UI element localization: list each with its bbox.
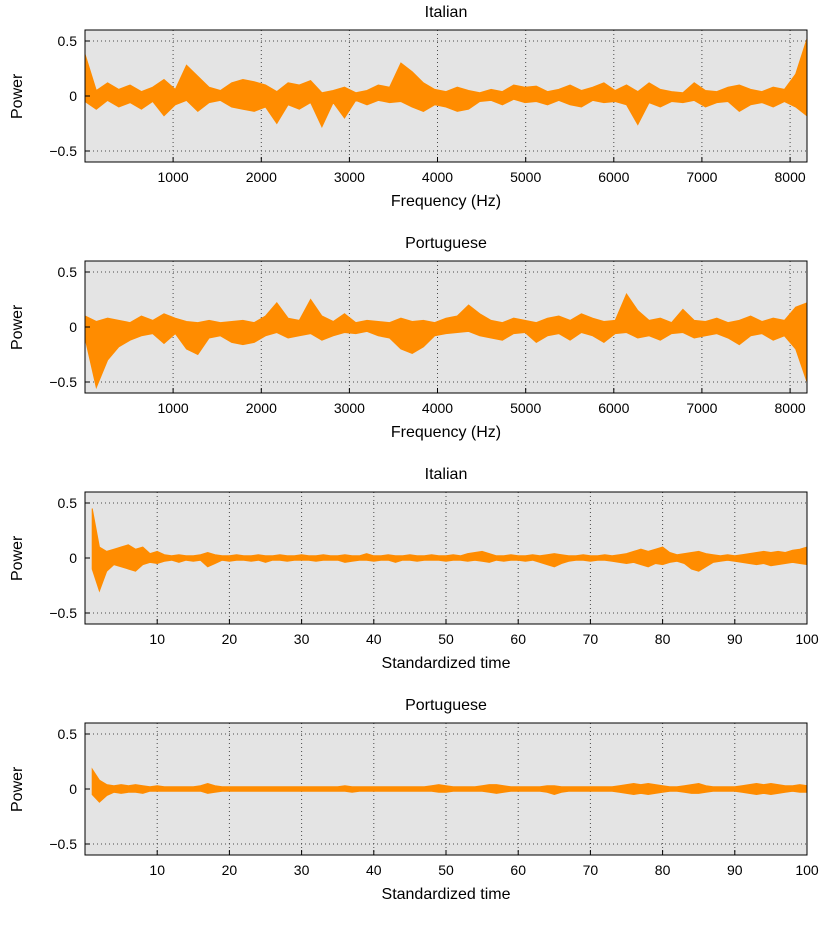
svg-text:70: 70 [583,862,599,878]
svg-text:60: 60 [510,631,526,647]
svg-text:0.5: 0.5 [58,726,78,742]
y-axis-label: Power [9,535,26,581]
svg-text:70: 70 [583,631,599,647]
svg-text:5000: 5000 [510,400,541,416]
svg-text:4000: 4000 [422,169,453,185]
x-axis-label: Frequency (Hz) [390,193,502,210]
svg-text:1000: 1000 [158,169,189,185]
subplot-italian-frequency: Italian 1000 2000 3000 4000 5000 6000 7000 8000… [0,0,830,231]
svg-text:0: 0 [69,781,77,797]
y-axis-label: Power [9,766,26,812]
y-axis-label: Power [9,304,26,350]
x-axis-label: Standardized time [381,886,511,903]
svg-text:−0.5: −0.5 [49,605,77,621]
svg-text:5000: 5000 [510,169,541,185]
svg-text:80: 80 [655,631,671,647]
x-axis-label: Standardized time [381,655,511,672]
svg-text:50: 50 [438,631,454,647]
plot-title: Portuguese [405,235,487,252]
svg-text:30: 30 [294,862,310,878]
svg-text:20: 20 [222,631,238,647]
svg-text:10: 10 [149,862,165,878]
svg-text:7000: 7000 [686,400,717,416]
svg-text:6000: 6000 [598,169,629,185]
svg-text:2000: 2000 [246,400,277,416]
svg-text:60: 60 [510,862,526,878]
svg-text:40: 40 [366,862,382,878]
svg-text:6000: 6000 [598,400,629,416]
svg-text:80: 80 [655,862,671,878]
svg-text:−0.5: −0.5 [49,374,77,390]
svg-text:0: 0 [69,88,77,104]
plot-canvas: 10 20 30 40 50 60 70 80 90 100 −0.5 0 0.5 [49,491,819,647]
svg-text:4000: 4000 [422,400,453,416]
svg-text:−0.5: −0.5 [49,143,77,159]
svg-text:0.5: 0.5 [58,33,78,49]
plot-canvas: 1000 2000 3000 4000 5000 6000 7000 8000 −0.5 0 0.5 [49,260,808,416]
svg-text:−0.5: −0.5 [49,836,77,852]
svg-text:10: 10 [149,631,165,647]
svg-text:20: 20 [222,862,238,878]
svg-text:3000: 3000 [334,169,365,185]
svg-text:0: 0 [69,319,77,335]
svg-text:3000: 3000 [334,400,365,416]
x-axis-label: Frequency (Hz) [390,424,502,441]
svg-text:8000: 8000 [775,400,806,416]
svg-text:8000: 8000 [775,169,806,185]
svg-text:40: 40 [366,631,382,647]
svg-text:0.5: 0.5 [58,495,78,511]
svg-text:7000: 7000 [686,169,717,185]
subplot-portuguese-frequency: Portuguese 1000 2000 3000 4000 5000 6000 7000 8… [0,231,830,462]
svg-text:1000: 1000 [158,400,189,416]
y-axis-label: Power [9,73,26,119]
svg-text:90: 90 [727,631,743,647]
plot-title: Italian [424,4,468,21]
svg-text:90: 90 [727,862,743,878]
plot-title: Italian [424,466,468,483]
svg-text:100: 100 [795,631,819,647]
svg-text:0: 0 [69,550,77,566]
subplot-portuguese-time: Portuguese 10 20 30 40 50 60 70 80 90 100 −0.5 0 0.5… [0,693,830,924]
svg-text:50: 50 [438,862,454,878]
svg-text:100: 100 [795,862,819,878]
plot-canvas: 10 20 30 40 50 60 70 80 90 100 −0.5 0 0.5 [49,722,819,878]
svg-text:2000: 2000 [246,169,277,185]
plot-canvas: 1000 2000 3000 4000 5000 6000 7000 8000 −0.5 0 0.5 [49,29,808,185]
svg-text:0.5: 0.5 [58,264,78,280]
subplot-italian-time: Italian 10 20 30 40 50 60 70 80 90 100 −0.5 0 0.5 St… [0,462,830,693]
svg-text:30: 30 [294,631,310,647]
plot-title: Portuguese [405,697,487,714]
